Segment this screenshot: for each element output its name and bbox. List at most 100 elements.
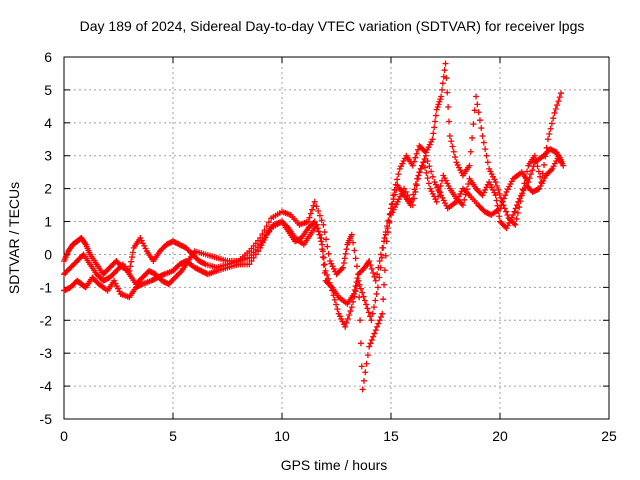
data-point-interp: [483, 152, 490, 159]
data-point-interp: [510, 220, 517, 227]
data-point-interp: [497, 194, 504, 201]
data-point-interp: [450, 148, 457, 155]
data-point: [512, 221, 519, 228]
data-point-interp: [376, 274, 383, 281]
data-point-interp: [486, 211, 493, 218]
data-point: [499, 198, 506, 205]
data-point-interp: [463, 186, 470, 193]
y-tick-label: 5: [44, 82, 52, 98]
data-point: [372, 277, 379, 284]
data-point: [348, 304, 355, 311]
data-point: [311, 198, 318, 205]
data-point-interp: [261, 227, 268, 234]
data-point-interp: [534, 163, 541, 170]
data-point-interp: [496, 190, 503, 197]
data-point-interp: [351, 247, 358, 254]
data-point-interp: [159, 271, 166, 278]
data-point: [407, 202, 414, 209]
data-point: [311, 218, 318, 225]
data-point-interp: [357, 285, 364, 292]
data-point: [257, 241, 264, 248]
data-point-interp: [512, 205, 519, 212]
data-point-interp: [541, 161, 548, 168]
data-point-interp: [369, 310, 376, 317]
y-tick-label: 2: [44, 181, 52, 197]
series-track-c: [61, 152, 567, 330]
data-point-interp: [177, 269, 184, 276]
data-point-interp: [356, 281, 363, 288]
data-point-interp: [449, 143, 456, 150]
y-tick-label: 3: [44, 148, 52, 164]
data-point-interp: [411, 158, 418, 165]
data-point-interp: [325, 275, 332, 282]
data-point-interp: [476, 117, 483, 124]
x-tick-label: 10: [274, 428, 290, 444]
data-point-interp: [445, 118, 452, 125]
data-point-interp: [432, 118, 439, 125]
data-point-interp: [422, 164, 429, 171]
data-point: [438, 93, 445, 100]
data-point-interp: [380, 244, 387, 251]
data-point-interp: [347, 308, 354, 315]
data-point-interp: [360, 377, 367, 384]
data-point-interp: [128, 258, 135, 265]
data-point-interp: [377, 313, 384, 320]
data-point: [318, 235, 325, 241]
data-point: [246, 261, 253, 268]
data-point-interp: [325, 250, 332, 257]
data-point: [388, 205, 394, 212]
x-tick-label: 15: [383, 428, 399, 444]
data-point-interp: [346, 312, 353, 319]
data-point: [381, 235, 388, 241]
data-point-interp: [372, 297, 379, 304]
data-point-interp: [382, 229, 389, 236]
data-point-interp: [426, 163, 433, 170]
data-point-interp: [511, 208, 518, 215]
data-point-interp: [548, 120, 555, 127]
data-point-interp: [435, 193, 442, 200]
data-point-interp: [395, 171, 402, 178]
data-point-interp: [514, 202, 521, 209]
data-point: [429, 136, 436, 143]
data-point-interp: [368, 337, 375, 344]
data-point-interp: [410, 191, 417, 198]
data-point-interp: [429, 173, 436, 180]
data-point-interp: [352, 255, 359, 262]
data-point-interp: [495, 186, 502, 193]
data-point-interp: [394, 176, 401, 183]
data-point-interp: [444, 89, 451, 96]
data-point-interp: [537, 173, 544, 180]
data-point-interp: [321, 229, 328, 236]
data-point-interp: [391, 191, 398, 198]
data-point-interp: [439, 86, 446, 93]
data-point: [322, 267, 329, 274]
plot-frame: [63, 56, 610, 420]
data-point-interp: [515, 198, 522, 205]
data-point-interp: [389, 200, 396, 207]
data-point-interp: [371, 330, 378, 337]
data-point-interp: [319, 254, 326, 261]
data-point-interp: [265, 228, 272, 235]
data-point: [359, 386, 366, 393]
y-tick-label: -2: [40, 312, 53, 328]
data-point-interp: [381, 281, 388, 288]
data-point-interp: [493, 183, 500, 190]
data-point-interp: [437, 183, 444, 190]
data-point-interp: [482, 146, 489, 153]
data-point-interp: [496, 213, 503, 220]
data-point: [560, 162, 567, 169]
data-point-interp: [363, 301, 370, 308]
y-tick-label: 0: [44, 246, 52, 262]
data-point-interp: [412, 154, 419, 161]
data-point-interp: [480, 139, 487, 146]
data-point-interp: [469, 134, 476, 141]
data-point-interp: [402, 188, 409, 195]
data-point-interp: [344, 315, 351, 322]
data-point: [459, 202, 466, 209]
y-tick-label: -4: [40, 378, 53, 394]
data-point-interp: [350, 298, 357, 305]
data-point-interp: [341, 255, 348, 262]
data-point: [525, 179, 532, 186]
data-point-interp: [138, 281, 145, 288]
